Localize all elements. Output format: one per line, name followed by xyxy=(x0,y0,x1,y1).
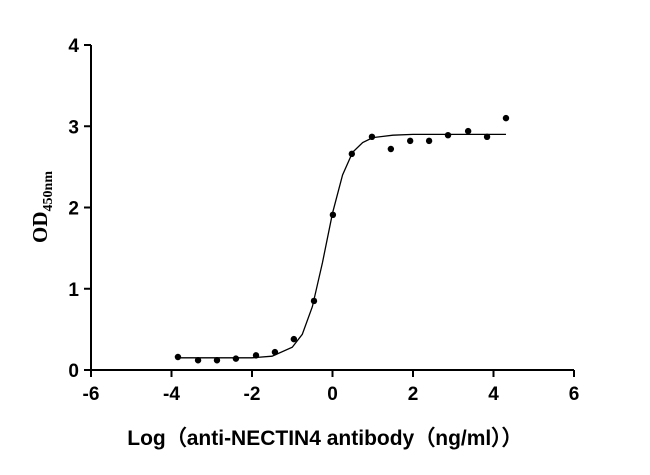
data-point xyxy=(406,137,414,145)
x-tick-label: -4 xyxy=(163,384,180,405)
data-point xyxy=(464,127,472,135)
data-point xyxy=(194,357,202,364)
data-point xyxy=(502,114,510,122)
y-tick-label: 1 xyxy=(68,280,79,301)
y-tick-label: 3 xyxy=(68,117,79,138)
x-axis-label: Log（anti-NECTIN4 antibody（ng/ml）） xyxy=(127,426,522,450)
data-point xyxy=(387,145,395,153)
data-point xyxy=(271,348,279,356)
y-axis-label-main: OD xyxy=(28,211,52,243)
data-point xyxy=(483,133,491,141)
data-point xyxy=(368,133,376,141)
x-tick-label: 6 xyxy=(569,384,580,405)
data-point xyxy=(290,335,298,343)
data-point xyxy=(310,297,318,305)
x-tick-label: -6 xyxy=(83,384,100,405)
fit-curve xyxy=(177,133,506,359)
data-point xyxy=(174,353,182,361)
x-tick-label: 0 xyxy=(327,384,338,405)
data-point xyxy=(213,357,221,364)
data-point xyxy=(348,150,356,158)
y-axis-label: OD450nm xyxy=(28,171,56,243)
x-tick-label: -2 xyxy=(244,384,261,405)
x-tick-label: 4 xyxy=(488,384,499,405)
data-point xyxy=(425,137,433,145)
x-tick-label: 2 xyxy=(408,384,419,405)
y-tick-label: 4 xyxy=(68,36,79,57)
data-point xyxy=(232,355,240,362)
data-point xyxy=(252,352,260,359)
y-axis-label-sub: 450nm xyxy=(41,171,56,212)
data-point xyxy=(444,131,452,139)
data-point xyxy=(329,211,337,219)
y-tick-label: 2 xyxy=(68,199,79,220)
y-tick-label: 0 xyxy=(68,361,79,382)
